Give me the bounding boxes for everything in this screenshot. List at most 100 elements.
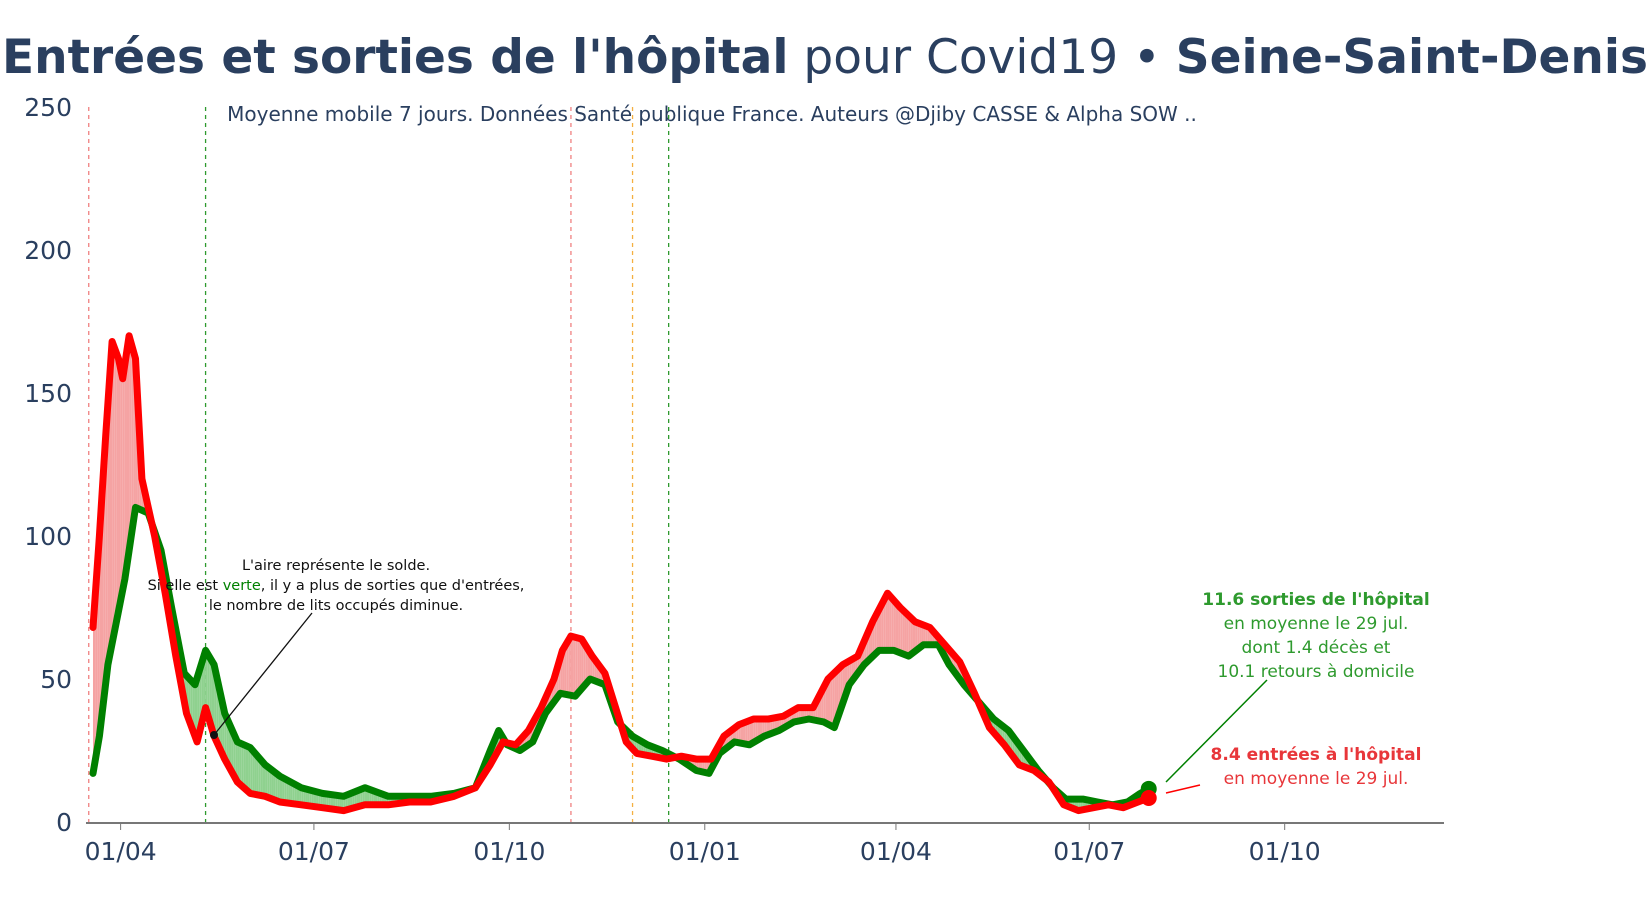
balance-area-red (583, 642, 586, 687)
balance-area-red (116, 352, 119, 622)
note-arrow (213, 612, 313, 736)
sorties-label-2: en moyenne le 29 jul. (1224, 614, 1409, 634)
endpoint-marker-entrees (1140, 789, 1157, 806)
balance-area-red (825, 679, 828, 725)
balance-area-red (878, 605, 882, 651)
balance-area-red (745, 721, 748, 745)
balance-area-green (301, 787, 304, 806)
note-line-2: Si elle est verte, il y a plus de sortie… (148, 578, 525, 594)
balance-area-red (109, 341, 113, 654)
balance-area-red (883, 597, 886, 651)
x-tick-label: 01/04 (860, 837, 932, 866)
annotations: L'aire représente le solde. Si elle est … (148, 558, 1430, 794)
balance-area-green (273, 771, 276, 801)
x-tick-label: 01/10 (473, 837, 545, 866)
balance-area-green (282, 777, 285, 803)
title-part-1: Entrées et sorties de l'hôpital (2, 30, 789, 85)
balance-area-green (205, 650, 208, 715)
balance-area-green (292, 783, 295, 804)
balance-area-green (288, 780, 291, 804)
balance-area-red (743, 722, 746, 744)
entrees-label-2: en moyenne le 29 jul. (1224, 769, 1409, 789)
note-arrow-head (210, 731, 218, 739)
note-line-2a: Si elle est (148, 578, 223, 594)
y-tick-label: 100 (24, 522, 72, 551)
balance-area-red (887, 593, 890, 651)
balance-area-green (207, 653, 210, 722)
balance-area-red (881, 601, 884, 651)
balance-area-red (112, 341, 115, 644)
balance-area-red (889, 595, 892, 651)
balance-area-red (581, 638, 584, 689)
x-tick-label: 01/07 (278, 837, 350, 866)
title-part-3: Seine-Saint-Denis (1175, 30, 1648, 85)
balance-area-red (124, 350, 127, 579)
balance-area-green (211, 661, 215, 737)
balance-area-red (570, 636, 574, 696)
balance-area-red (912, 619, 916, 653)
balance-area-red (893, 600, 896, 652)
x-tick-label: 01/10 (1249, 837, 1321, 866)
balance-area-green (271, 769, 274, 800)
balance-area-red (118, 358, 121, 612)
y-tick-label: 200 (24, 236, 72, 265)
balance-area-red (915, 621, 918, 652)
balance-area-red (120, 368, 123, 601)
balance-area-green (252, 750, 255, 795)
balance-area-red (131, 343, 134, 536)
balance-area-green (277, 774, 280, 802)
balance-area-red (827, 676, 831, 726)
balance-area-red (908, 615, 911, 657)
balance-area-red (919, 623, 922, 648)
balance-area-red (573, 636, 576, 697)
balance-area-red (902, 609, 905, 655)
x-tick-label: 01/04 (85, 837, 157, 866)
balance-area-green (239, 742, 242, 786)
balance-area-green (260, 759, 263, 796)
y-tick-label: 50 (40, 665, 72, 694)
balance-area-red (579, 638, 582, 692)
sorties-label-3: dont 1.4 décès et (1242, 638, 1391, 658)
balance-area-red (900, 607, 903, 654)
balance-area-red (755, 719, 758, 742)
balance-area-red (747, 720, 750, 745)
balance-area-green (250, 747, 253, 794)
balance-area-green (267, 766, 270, 798)
balance-area-green (303, 788, 306, 806)
balance-area-red (92, 597, 96, 774)
y-axis-ticks: 0 50 100 150 200 250 (24, 93, 72, 837)
balance-area-green (256, 754, 259, 796)
balance-area-green (309, 789, 312, 807)
chart-subtitle: Moyenne mobile 7 jours. Données Santé pu… (227, 102, 1197, 126)
balance-area-green (235, 737, 238, 782)
balance-area-red (906, 613, 909, 657)
balance-area-green (265, 764, 268, 798)
balance-area-green (286, 779, 289, 804)
balance-area-red (564, 643, 567, 695)
entrees-pointer-line (1165, 784, 1201, 794)
note-line-2b: verte (223, 578, 261, 594)
balance-area-red (749, 719, 752, 745)
balance-area-red (921, 624, 924, 647)
balance-area-green (254, 752, 257, 795)
balance-area-red (891, 597, 894, 651)
balance-area-red (757, 719, 760, 740)
balance-area-green (294, 784, 297, 805)
balance-area-red (753, 719, 756, 743)
balance-area-red (904, 611, 907, 656)
note-line-1: L'aire représente le solde. (242, 558, 430, 574)
balance-area-red (917, 622, 920, 650)
balance-area-red (566, 639, 569, 695)
x-tick-label: 01/01 (669, 837, 741, 866)
balance-area-red (568, 636, 571, 696)
balance-area-red (751, 719, 754, 744)
balance-area-red (129, 335, 132, 551)
balance-area-green (262, 762, 266, 797)
series-line-entrees (89, 332, 1153, 815)
entrees-label-1: 8.4 entrées à l'hôpital (1211, 745, 1422, 765)
balance-area-red (740, 723, 744, 744)
balance-area-green (275, 772, 278, 802)
note-line-2c: , il y a plus de sorties que d'entrées, (261, 578, 525, 594)
x-axis-ticks: 01/04 01/07 01/10 01/01 01/04 01/07 01/10 (85, 824, 1321, 866)
